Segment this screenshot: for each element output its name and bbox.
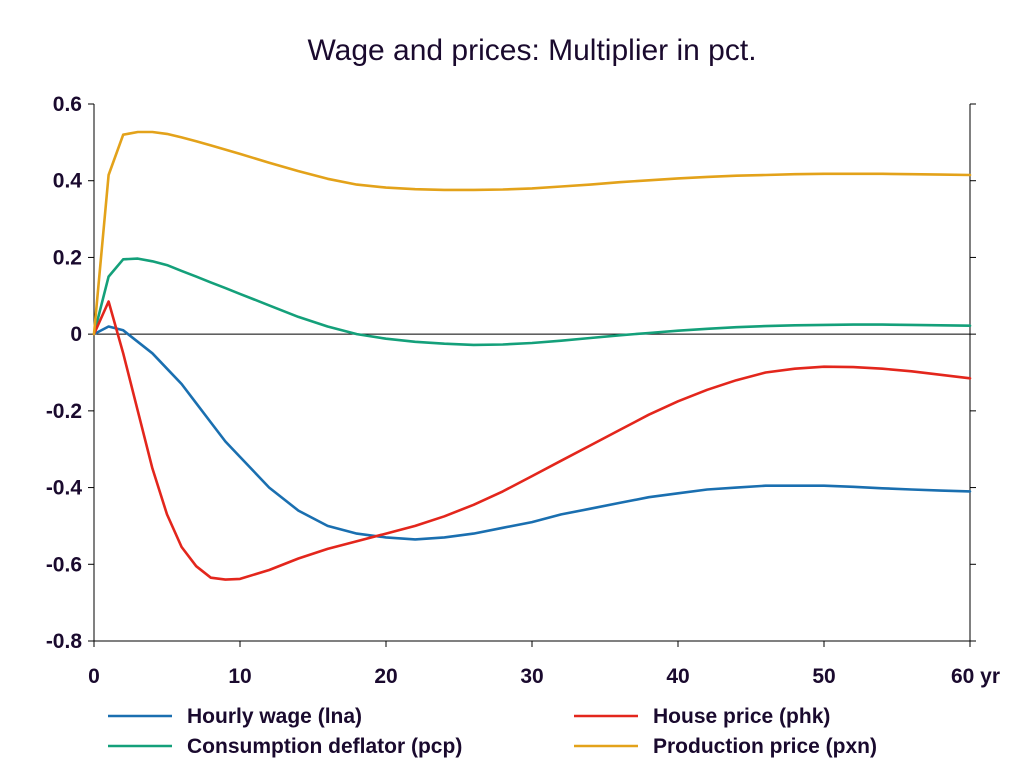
x-tick-label: 50	[812, 665, 835, 688]
series-lines	[92, 130, 972, 581]
x-tick-label: 0	[88, 665, 100, 688]
y-tick-label: -0.4	[46, 477, 83, 500]
legend-label: Production price (pxn)	[653, 735, 877, 758]
x-tick-label: 40	[666, 665, 689, 688]
y-tick-label: 0.6	[53, 93, 82, 116]
y-tick-label: 0	[70, 323, 82, 346]
x-tick-label: 30	[520, 665, 543, 688]
series-line-production-price-pxn	[92, 130, 972, 336]
y-tick-label: 0.2	[53, 246, 82, 269]
legend-label: Hourly wage (lna)	[187, 705, 362, 728]
legend-label: House price (phk)	[653, 705, 830, 728]
series-line-hourly-wage-lna	[92, 325, 972, 541]
series-line-house-price-phk	[92, 300, 972, 581]
legend: Hourly wage (lna) Consumption deflator (p…	[108, 705, 877, 758]
x-tick-label: 10	[228, 665, 251, 688]
plot-frame	[93, 104, 971, 642]
y-tick-label: -0.8	[46, 630, 83, 653]
x-axis: 0 10 20 30 40 50 60 yr	[88, 641, 1000, 688]
x-tick-label: 20	[374, 665, 397, 688]
y-tick-label: -0.2	[46, 400, 82, 423]
series-line-consumption-deflator-pcp	[92, 257, 972, 347]
y-tick-label: 0.4	[53, 170, 83, 193]
y-axis: -0.8 -0.6 -0.4 -0.2 0 0.2 0.4 0.6	[46, 93, 976, 653]
chart-title: Wage and prices: Multiplier in pct.	[307, 34, 756, 67]
x-tick-label: 60 yr	[951, 665, 1000, 688]
legend-label: Consumption deflator (pcp)	[187, 735, 462, 758]
y-tick-label: -0.6	[46, 553, 82, 576]
